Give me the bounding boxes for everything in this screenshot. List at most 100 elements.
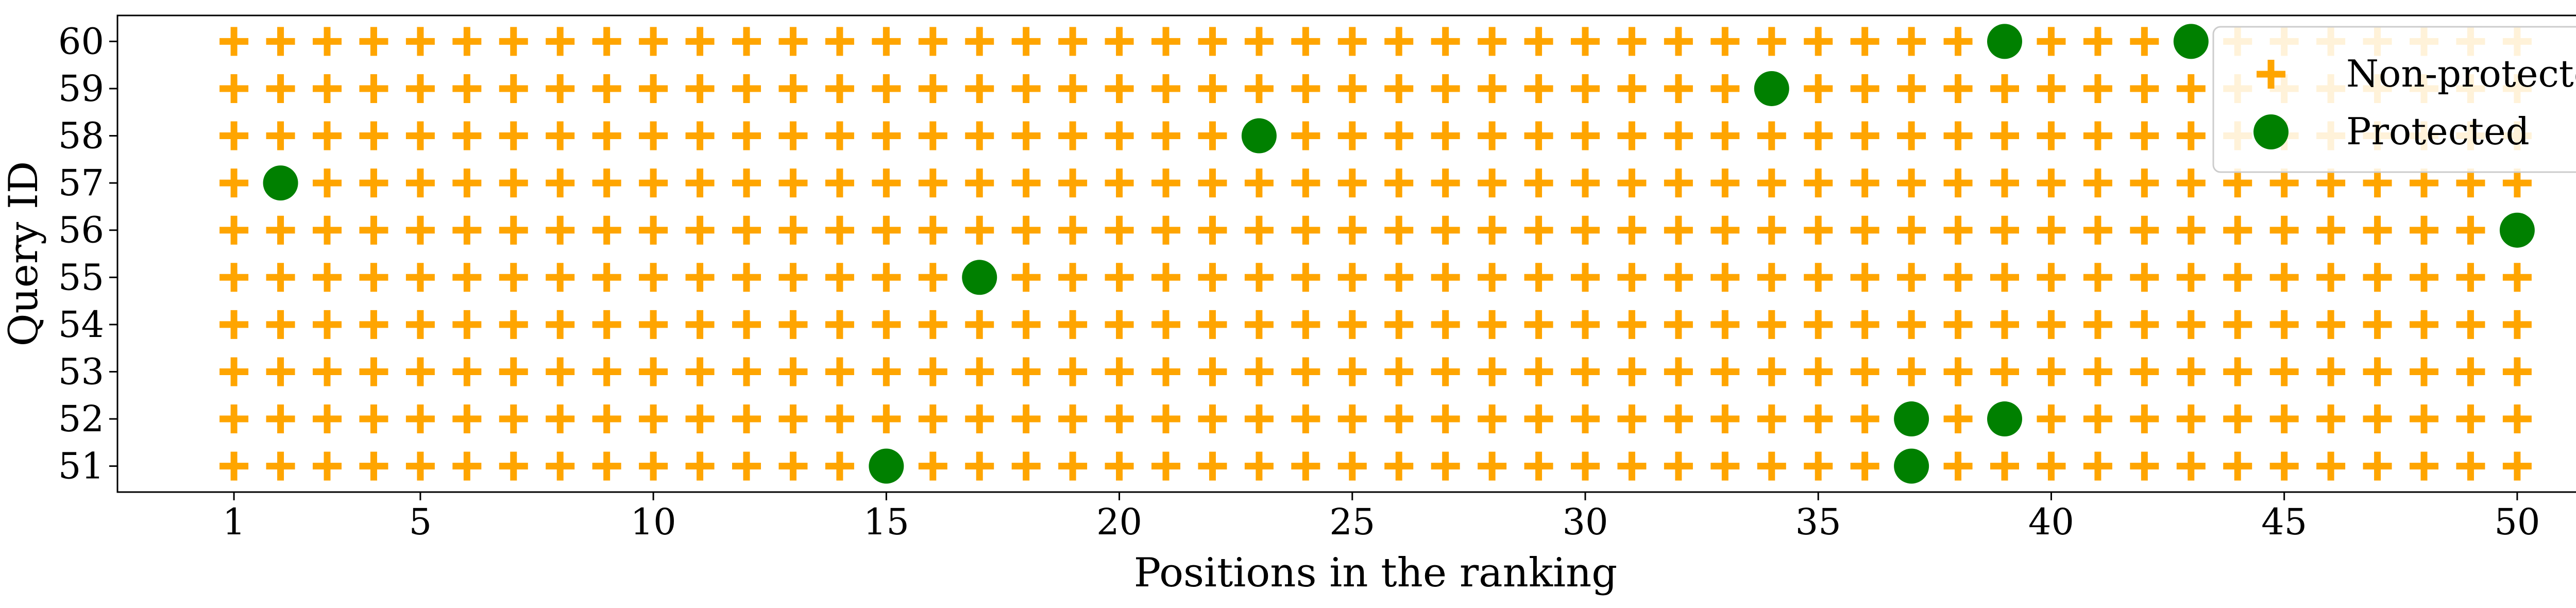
point-protected [1987, 24, 2022, 59]
point-nonprotected [1244, 263, 1274, 292]
point-nonprotected [1105, 357, 1134, 386]
point-protected [263, 165, 298, 201]
point-nonprotected [639, 404, 668, 434]
point-nonprotected [1710, 168, 1740, 198]
point-nonprotected [1897, 27, 1926, 56]
point-nonprotected [499, 263, 528, 292]
point-nonprotected [499, 74, 528, 103]
point-nonprotected [1943, 310, 1973, 339]
point-nonprotected [825, 404, 854, 434]
point-nonprotected [2037, 357, 2066, 386]
point-nonprotected [918, 263, 947, 292]
point-nonprotected [1151, 357, 1180, 386]
point-nonprotected [1244, 74, 1274, 103]
x-tick-label: 15 [863, 501, 909, 543]
point-nonprotected [1478, 310, 1507, 339]
point-nonprotected [1617, 404, 1647, 434]
point-nonprotected [685, 451, 715, 481]
x-tick-label: 35 [1795, 501, 1841, 543]
point-nonprotected [1431, 263, 1460, 292]
y-tick-label: 59 [58, 67, 104, 110]
point-protected [1894, 448, 1929, 484]
point-nonprotected [592, 27, 621, 56]
point-nonprotected [639, 74, 668, 103]
point-nonprotected [732, 263, 761, 292]
point-nonprotected [2083, 263, 2112, 292]
point-nonprotected [685, 263, 715, 292]
point-nonprotected [1804, 27, 1833, 56]
point-nonprotected [639, 27, 668, 56]
point-nonprotected [1291, 263, 1320, 292]
point-nonprotected [1943, 27, 1973, 56]
point-nonprotected [405, 74, 435, 103]
point-nonprotected [499, 121, 528, 150]
point-protected [2499, 212, 2535, 248]
point-protected [2173, 24, 2209, 59]
point-nonprotected [2502, 451, 2532, 481]
point-nonprotected [1897, 263, 1926, 292]
point-nonprotected [2176, 168, 2206, 198]
point-nonprotected [1105, 263, 1134, 292]
point-nonprotected [1943, 74, 1973, 103]
point-nonprotected [1757, 404, 1786, 434]
point-nonprotected [2037, 310, 2066, 339]
point-nonprotected [1850, 215, 1879, 245]
point-nonprotected [1105, 168, 1134, 198]
point-nonprotected [732, 121, 761, 150]
point-nonprotected [1337, 121, 1367, 150]
point-nonprotected [2223, 168, 2252, 198]
point-nonprotected [2176, 310, 2206, 339]
point-nonprotected [499, 357, 528, 386]
x-tick-label: 1 [223, 501, 246, 543]
point-nonprotected [732, 451, 761, 481]
point-nonprotected [1105, 310, 1134, 339]
point-nonprotected [2083, 121, 2112, 150]
point-nonprotected [1198, 451, 1227, 481]
point-nonprotected [1478, 74, 1507, 103]
point-nonprotected [1850, 310, 1879, 339]
point-nonprotected [918, 74, 947, 103]
point-nonprotected [1897, 168, 1926, 198]
point-nonprotected [1431, 74, 1460, 103]
point-nonprotected [778, 168, 808, 198]
point-nonprotected [1198, 168, 1227, 198]
point-nonprotected [546, 310, 575, 339]
point-nonprotected [452, 451, 482, 481]
point-nonprotected [313, 215, 342, 245]
point-nonprotected [2176, 357, 2206, 386]
point-nonprotected [405, 168, 435, 198]
point-nonprotected [359, 357, 388, 386]
point-nonprotected [266, 310, 295, 339]
x-tick-label: 5 [409, 501, 432, 543]
point-nonprotected [1710, 310, 1740, 339]
point-nonprotected [1478, 121, 1507, 150]
point-nonprotected [825, 168, 854, 198]
point-nonprotected [1244, 451, 1274, 481]
point-nonprotected [546, 27, 575, 56]
point-nonprotected [1384, 74, 1414, 103]
point-nonprotected [2363, 404, 2392, 434]
point-nonprotected [1337, 357, 1367, 386]
point-nonprotected [1990, 310, 2019, 339]
point-nonprotected [1897, 215, 1926, 245]
point-nonprotected [266, 27, 295, 56]
point-nonprotected [2130, 404, 2159, 434]
point-nonprotected [1384, 451, 1414, 481]
point-nonprotected [452, 263, 482, 292]
point-nonprotected [219, 310, 249, 339]
point-nonprotected [1664, 74, 1693, 103]
point-nonprotected [1943, 168, 1973, 198]
point-nonprotected [359, 121, 388, 150]
point-nonprotected [685, 404, 715, 434]
point-nonprotected [452, 74, 482, 103]
point-nonprotected [1198, 121, 1227, 150]
point-nonprotected [1105, 27, 1134, 56]
point-nonprotected [1664, 263, 1693, 292]
point-nonprotected [1384, 310, 1414, 339]
point-nonprotected [2456, 215, 2485, 245]
point-nonprotected [825, 74, 854, 103]
point-nonprotected [1337, 310, 1367, 339]
point-nonprotected [1198, 27, 1227, 56]
point-nonprotected [2083, 168, 2112, 198]
